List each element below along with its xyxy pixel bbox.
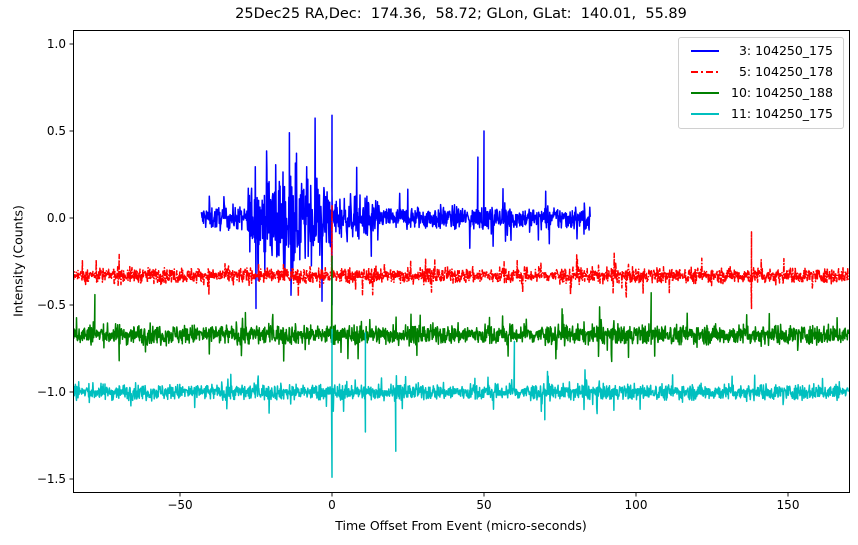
legend-label: 3: 104250_175 xyxy=(731,43,833,58)
y-tick-label: 0.0 xyxy=(46,211,66,225)
y-tick-label: −0.5 xyxy=(36,298,66,312)
legend-item: 5: 104250_178 xyxy=(679,63,843,83)
line-swatch-icon xyxy=(691,71,719,73)
plot-frame xyxy=(73,30,850,493)
y-tick-label: 0.5 xyxy=(46,124,66,138)
legend-item: 3: 104250_175 xyxy=(679,42,843,62)
series-line-0 xyxy=(200,114,591,310)
x-tick-label: 0 xyxy=(328,498,336,512)
legend-label: 11: 104250_175 xyxy=(731,106,833,121)
legend-label: 5: 104250_178 xyxy=(731,64,833,79)
y-tick-label: 1.0 xyxy=(46,37,66,51)
legend-item: 10: 104250_188 xyxy=(679,84,843,104)
series-line-1 xyxy=(73,205,850,310)
series-line-3 xyxy=(73,328,850,479)
series-line-2 xyxy=(73,255,850,363)
tick-marks xyxy=(69,43,789,497)
x-tick-label: 150 xyxy=(776,498,800,512)
line-swatch-icon xyxy=(691,113,719,115)
y-tick-label: −1.5 xyxy=(36,472,66,486)
y-axis-label: Intensity (Counts) xyxy=(10,205,26,317)
x-tick-label: 100 xyxy=(624,498,648,512)
series-layer xyxy=(73,114,850,479)
x-axis-label: Time Offset From Event (micro-seconds) xyxy=(335,518,587,533)
legend: 3: 104250_175 5: 104250_178 10: 104250_1… xyxy=(678,37,844,129)
chart-title: 25Dec25 RA,Dec: 174.36, 58.72; GLon, GLa… xyxy=(235,6,687,22)
x-tick-label: 50 xyxy=(476,498,492,512)
x-tick-label: −50 xyxy=(167,498,193,512)
line-swatch-icon xyxy=(691,50,719,52)
legend-item: 11: 104250_175 xyxy=(679,105,843,125)
line-swatch-icon xyxy=(691,92,719,94)
y-tick-label: −1.0 xyxy=(36,385,66,399)
legend-label: 10: 104250_188 xyxy=(731,85,833,100)
